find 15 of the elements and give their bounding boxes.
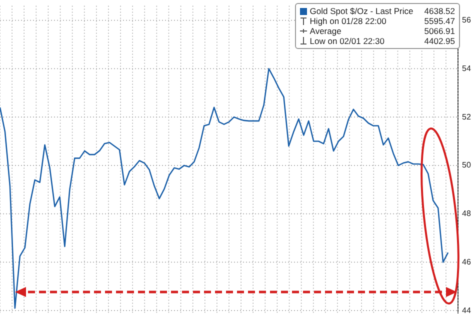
annotation: 5066.91 [423, 26, 455, 36]
y-tick-label: 48 [462, 209, 472, 218]
annotation: 4638.52 [423, 6, 455, 16]
y-tick-label: 46 [462, 257, 472, 266]
annotation: Average [310, 26, 342, 36]
annotation: 5595.47 [423, 16, 455, 26]
annotation: 4402.95 [423, 36, 455, 46]
annotation: Low on 02/01 22:30 [310, 36, 384, 46]
y-tick-label: 54 [462, 64, 472, 73]
y-tick-label: 52 [462, 112, 472, 122]
annotation: High on 01/28 22:00 [310, 16, 386, 26]
y-tick-label: 50 [462, 160, 472, 170]
y-tick-label: 56 [462, 16, 472, 25]
legend-label: Gold Spot $/Oz - Last Price [310, 6, 414, 16]
y-tick-label: 44 [462, 306, 472, 315]
